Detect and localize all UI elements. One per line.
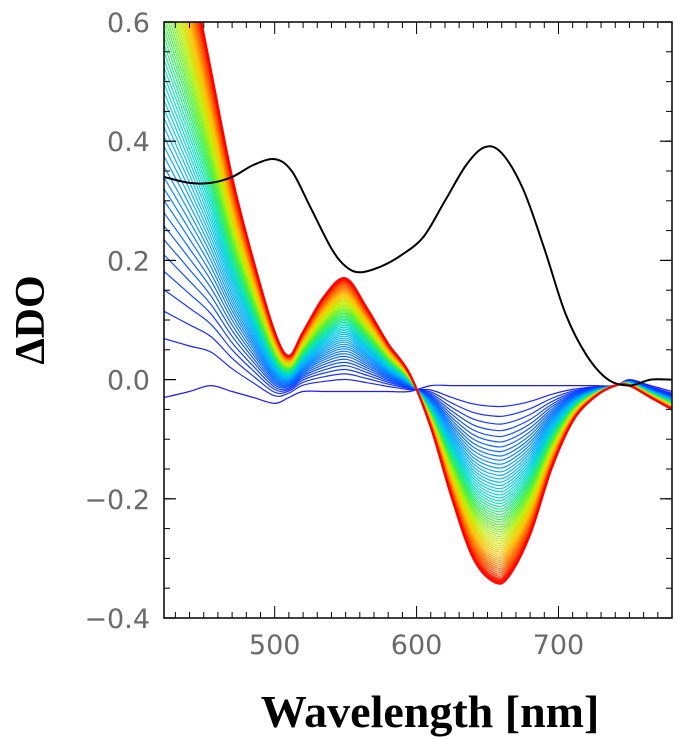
y-tick-label: −0.4 — [84, 604, 150, 635]
spectra-series — [164, 22, 672, 585]
y-axis-title: ΔDO — [8, 275, 54, 364]
transient-spectrum-line — [164, 75, 672, 502]
transient-spectrum-line — [164, 44, 672, 513]
transient-spectrum-line — [164, 59, 672, 508]
transient-spectrum-line — [164, 100, 672, 493]
transient-spectrum-line — [167, 22, 672, 526]
y-tick-label: −0.2 — [84, 485, 150, 516]
transient-spectrum-line — [169, 22, 672, 528]
transient-spectrum-line — [200, 22, 672, 585]
reference-spectrum-line — [164, 145, 672, 387]
x-tick-label: 500 — [249, 630, 301, 661]
transient-spectrum-line — [164, 145, 672, 477]
x-tick-label: 600 — [391, 630, 443, 661]
transient-spectrum-line — [164, 67, 672, 505]
transient-spectrum-line — [164, 136, 672, 480]
plot-frame — [163, 21, 673, 619]
transient-spectrum-line — [164, 51, 672, 510]
transient-spectrum-line — [164, 108, 672, 490]
transient-spectrum-line — [164, 36, 672, 516]
transient-spectrum-line — [164, 91, 672, 496]
transient-spectrum-line — [164, 83, 672, 499]
x-tick-labels: 500 600 700 — [249, 630, 584, 661]
transient-spectrum-line — [164, 126, 672, 483]
transient-spectrum-line — [164, 22, 672, 521]
y-tick-label: 0.4 — [107, 127, 150, 158]
transient-spectrum-line — [164, 156, 672, 473]
y-tick-label: 0.6 — [107, 8, 150, 39]
axis-ticks — [164, 21, 673, 619]
transient-spectrum-line — [164, 29, 672, 518]
y-tick-labels: 0.6 0.4 0.2 0.0 −0.2 −0.4 — [84, 8, 150, 635]
x-tick-label: 700 — [533, 630, 585, 661]
y-tick-label: 0.2 — [107, 246, 150, 277]
x-axis-title: Wavelength [nm] — [261, 686, 600, 737]
transient-spectrum-line — [165, 22, 672, 523]
y-tick-label: 0.0 — [107, 366, 150, 397]
transient-spectrum-line — [164, 378, 672, 405]
transient-spectrum-line — [164, 310, 672, 417]
